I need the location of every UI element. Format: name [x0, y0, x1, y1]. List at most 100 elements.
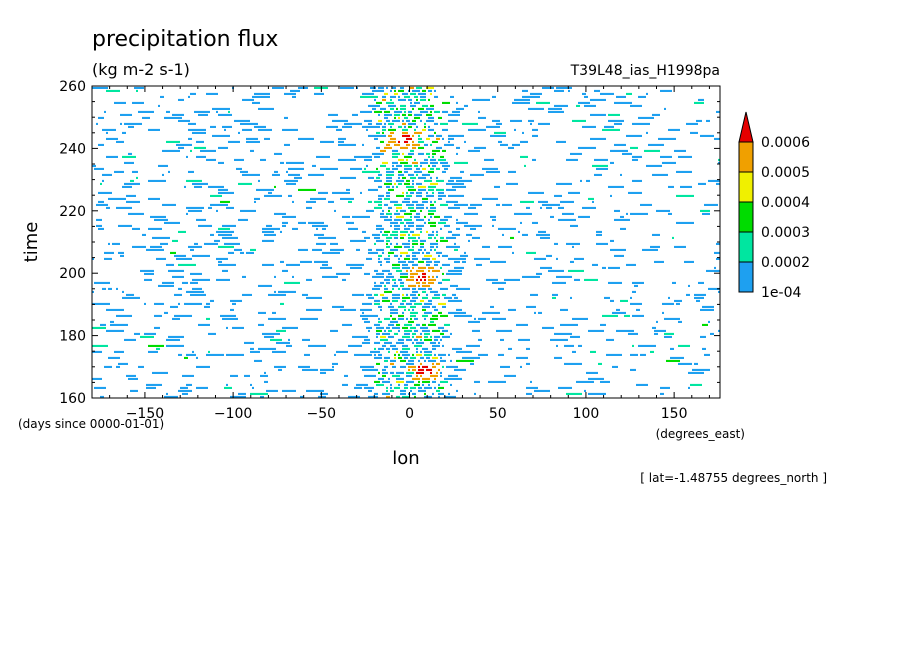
- contour-cell: [446, 236, 456, 239]
- contour-cell: [420, 239, 426, 242]
- contour-cell: [352, 215, 370, 218]
- contour-cell: [432, 380, 436, 383]
- contour-cell: [444, 296, 452, 299]
- contour-cell: [280, 161, 284, 164]
- contour-cell: [298, 365, 310, 368]
- contour-cell: [576, 104, 580, 107]
- contour-cell: [380, 215, 388, 218]
- contour-cell: [632, 155, 642, 158]
- contour-cell: [374, 299, 380, 302]
- contour-cell: [422, 365, 428, 368]
- contour-cell: [374, 347, 376, 350]
- contour-cell: [264, 380, 268, 383]
- contour-cell: [440, 161, 448, 164]
- contour-cell: [218, 233, 232, 236]
- colorbar-swatch: [738, 201, 754, 233]
- contour-cell: [504, 278, 520, 281]
- contour-cell: [424, 215, 426, 218]
- contour-cell: [510, 236, 514, 239]
- contour-cell: [138, 110, 154, 113]
- contour-cell: [108, 197, 126, 200]
- contour-cell: [408, 110, 412, 113]
- contour-cell: [190, 293, 206, 296]
- contour-cell: [514, 212, 532, 215]
- contour-cell: [442, 272, 444, 275]
- contour-cell: [238, 392, 246, 395]
- contour-cell: [400, 221, 404, 224]
- contour-cell: [386, 212, 392, 215]
- contour-cell: [374, 236, 380, 239]
- contour-cell: [410, 305, 416, 308]
- contour-cell: [336, 128, 342, 131]
- contour-cell: [490, 305, 494, 308]
- contour-cell: [390, 383, 392, 386]
- contour-cell: [578, 101, 590, 104]
- contour-cell: [436, 146, 442, 149]
- contour-cell: [414, 164, 418, 167]
- contour-cell: [612, 311, 626, 314]
- contour-cell: [388, 251, 394, 254]
- contour-cell: [428, 185, 436, 188]
- contour-cell: [104, 365, 112, 368]
- contour-cell: [376, 272, 384, 275]
- contour-cell: [430, 104, 434, 107]
- contour-cell: [398, 278, 402, 281]
- contour-cell: [374, 341, 380, 344]
- contour-cell: [676, 302, 680, 305]
- contour-cell: [134, 332, 140, 335]
- contour-cell: [154, 314, 162, 317]
- contour-cell: [604, 296, 610, 299]
- contour-cell: [230, 395, 246, 398]
- x-tick-label: −100: [214, 406, 252, 422]
- contour-cell: [596, 230, 602, 233]
- contour-cell: [392, 365, 396, 368]
- contour-cell: [320, 368, 334, 371]
- contour-cell: [512, 143, 520, 146]
- contour-cell: [114, 170, 124, 173]
- contour-cell: [404, 155, 412, 158]
- contour-cell: [422, 314, 428, 317]
- contour-cell: [164, 221, 180, 224]
- contour-cell: [416, 86, 422, 89]
- contour-cell: [194, 185, 202, 188]
- contour-cell: [380, 107, 386, 110]
- contour-cell: [254, 200, 256, 203]
- contour-cell: [390, 344, 396, 347]
- contour-cell: [428, 275, 430, 278]
- contour-cell: [444, 167, 448, 170]
- contour-cell: [698, 281, 704, 284]
- contour-cell: [428, 323, 436, 326]
- contour-cell: [414, 329, 418, 332]
- contour-cell: [654, 260, 664, 263]
- contour-cell: [218, 188, 228, 191]
- contour-cell: [406, 137, 412, 140]
- contour-cell: [556, 86, 572, 89]
- contour-cell: [108, 356, 120, 359]
- contour-cell: [520, 365, 522, 368]
- contour-cell: [396, 371, 404, 374]
- contour-cell: [426, 119, 434, 122]
- contour-cell: [674, 299, 682, 302]
- contour-cell: [372, 152, 384, 155]
- contour-cell: [702, 212, 710, 215]
- contour-cell: [424, 338, 432, 341]
- contour-cell: [408, 239, 410, 242]
- contour-cell: [438, 383, 440, 386]
- contour-cell: [96, 218, 102, 221]
- contour-cell: [554, 242, 558, 245]
- contour-cell: [424, 395, 432, 398]
- contour-cell: [188, 137, 192, 140]
- contour-cell: [388, 209, 390, 212]
- contour-cell: [626, 134, 642, 137]
- contour-cell: [430, 182, 438, 185]
- contour-cell: [654, 332, 658, 335]
- contour-cell: [554, 104, 568, 107]
- contour-cell: [400, 107, 406, 110]
- contour-cell: [672, 281, 676, 284]
- contour-cell: [526, 347, 530, 350]
- contour-cell: [172, 317, 180, 320]
- contour-cell: [438, 341, 440, 344]
- contour-cell: [382, 128, 386, 131]
- contour-cell: [396, 377, 404, 380]
- contour-cell: [178, 98, 184, 101]
